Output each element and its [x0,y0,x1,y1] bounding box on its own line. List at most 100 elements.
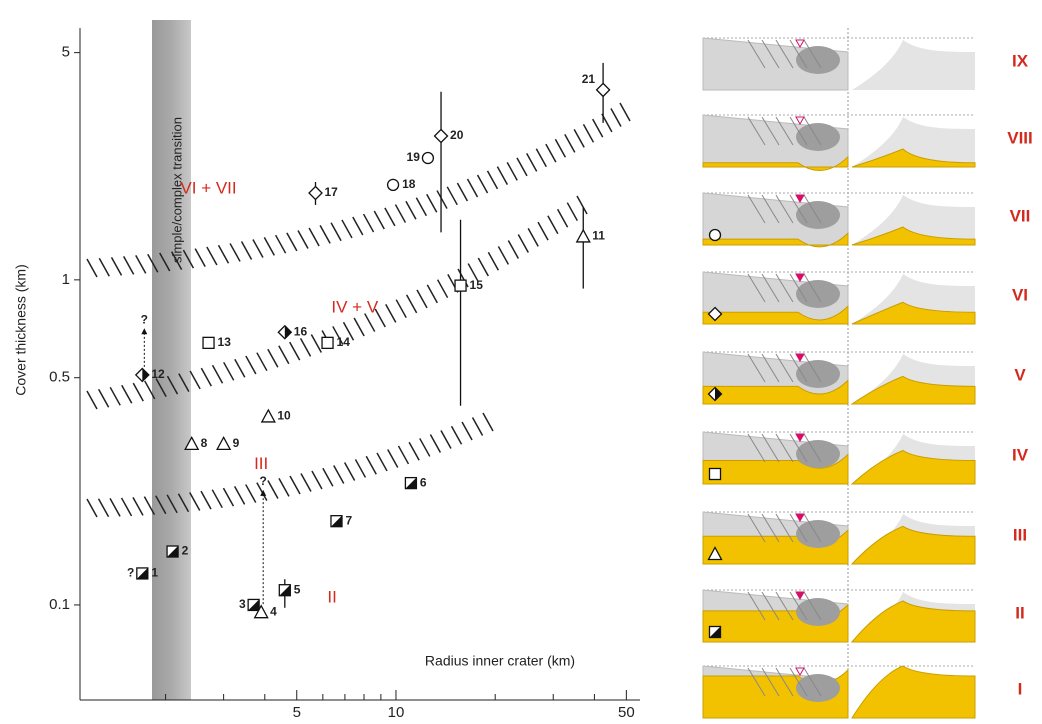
boundary-hatch [548,216,558,234]
marker [455,280,466,291]
boundary-hatch [528,228,538,246]
boundary-hatch [488,252,498,270]
point-label: 17 [325,185,339,199]
point-label: 10 [277,409,291,423]
water-marker [796,434,804,441]
boundary-hatch [331,223,341,241]
boundary-hatch [110,498,120,516]
boundary-hatch [558,209,568,227]
boundary-hatch [438,280,448,298]
boundary-hatch [420,438,430,456]
point-label: 1 [151,566,158,580]
boundary-hatch [99,389,109,407]
point-label: 21 [582,72,596,86]
y-axis-label: Cover thickness (km) [13,264,29,395]
marker-shape [435,130,448,143]
panel-label: V [1014,365,1026,384]
boundary-hatch [298,230,308,248]
boundary-hatch [538,222,548,240]
boundary-hatch [536,149,546,167]
panel-label: I [1018,679,1023,698]
boundary-hatch [279,478,289,496]
marker [388,179,399,190]
point-label: 14 [337,335,351,349]
boundary-hatch [223,488,233,506]
water-marker [796,117,804,124]
boundary-hatch [334,465,344,483]
water-marker [796,514,804,521]
x-tick-label: 50 [618,704,635,721]
region-label: II [327,588,336,607]
boundary-hatch [257,353,267,371]
boundary-hatch [611,108,621,126]
panel-symbol [710,627,721,638]
marker [422,153,433,164]
boundary-hatch [478,258,488,276]
boundary-hatch [353,217,363,235]
marker [203,337,214,348]
water-marker [796,274,804,281]
boundary-hatch [207,247,217,265]
point-label: 9 [233,436,240,450]
point-label: 7 [345,513,352,527]
y-tick-label: 0.1 [49,596,70,613]
x-tick-label: 10 [388,704,405,721]
boundary-hatch [345,463,355,481]
boundary-hatch [312,471,322,489]
marker-shape [262,410,275,422]
marker [405,478,416,489]
boundary-hatch [311,334,321,352]
boundary-hatch [565,134,575,152]
panel-label: IV [1012,445,1029,464]
point-label: 6 [420,475,427,489]
marker-shape [597,83,610,96]
boundary-hatch [190,371,200,389]
marker [278,326,291,339]
point-label: 11 [592,229,605,243]
water-marker [796,40,804,47]
panel-label: VIII [1007,128,1033,147]
point-label: 13 [218,335,232,349]
point-note: ? [127,566,134,580]
boundary-hatch [235,486,245,504]
boundary-hatch [498,246,508,264]
boundary-hatch [323,468,333,486]
boundary-hatch [416,198,426,216]
boundary-hatch [386,304,396,322]
boundary-hatch [110,387,120,405]
boundary-hatch [427,194,437,212]
point-label: 16 [294,324,308,338]
water-marker [796,592,804,599]
y-tick-label: 1 [62,271,70,288]
boundary-hatch [212,490,222,508]
marker-shape [388,179,399,190]
boundary-hatch [279,346,289,364]
boundary-hatch [122,385,132,403]
boundary-hatch [235,359,245,377]
boundary-hatch [508,241,518,259]
boundary-hatch [354,318,364,336]
boundary-hatch [122,498,132,516]
boundary-hatch [87,259,97,277]
boundary-hatch [268,481,278,499]
point-label: 5 [294,582,301,596]
boundary-hatch [287,233,297,251]
boundary-hatch [407,295,417,313]
marker [262,410,275,422]
boundary-hatch [366,456,376,474]
boundary-hatch [483,413,493,431]
boundary-hatch [264,237,274,255]
marker [167,546,178,557]
boundary-hatch [290,476,300,494]
boundary-hatch [447,187,457,205]
water-marker [796,195,804,202]
point-label: 8 [201,436,208,450]
boundary-hatch [406,201,416,219]
y-tick-label: 5 [62,44,70,61]
boundary-hatch [124,256,134,274]
panel-label: VII [1010,206,1031,225]
boundary-hatch [583,124,593,142]
point-label: 20 [450,128,464,142]
boundary-hatch [377,453,387,471]
marker-shape [710,469,721,480]
